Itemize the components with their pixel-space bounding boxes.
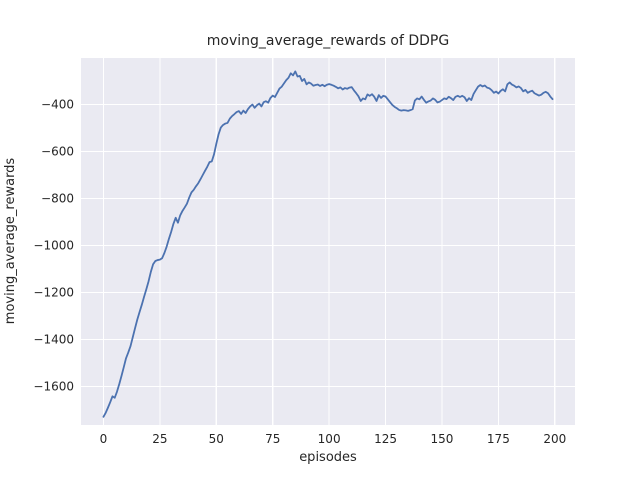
y-axis-label-text: moving_average_rewards bbox=[2, 157, 18, 325]
x-tick-label: 175 bbox=[487, 432, 510, 446]
x-tick-label: 0 bbox=[100, 432, 108, 446]
x-axis-label: episodes bbox=[299, 450, 357, 465]
y-tick-label: −1000 bbox=[33, 238, 74, 252]
x-tick-label: 100 bbox=[318, 432, 341, 446]
y-tick-label: −400 bbox=[41, 98, 74, 112]
y-tick-label: −1600 bbox=[33, 379, 74, 393]
x-tick-label: 150 bbox=[431, 432, 454, 446]
plot-area-background bbox=[81, 58, 575, 425]
series-line-moving_average_rewards bbox=[102, 70, 554, 418]
y-tick-label: −800 bbox=[41, 192, 74, 206]
x-tick-label: 125 bbox=[374, 432, 397, 446]
x-tick-label: 25 bbox=[152, 432, 167, 446]
x-tick-label: 75 bbox=[265, 432, 280, 446]
y-tick-label: −1400 bbox=[33, 332, 74, 346]
y-tick-label: −1200 bbox=[33, 285, 74, 299]
chart-title: moving_average_rewards of DDPG bbox=[206, 33, 450, 49]
y-tick-label: −600 bbox=[41, 145, 74, 159]
x-tick-label: 200 bbox=[543, 432, 566, 446]
x-tick-label: 50 bbox=[209, 432, 224, 446]
